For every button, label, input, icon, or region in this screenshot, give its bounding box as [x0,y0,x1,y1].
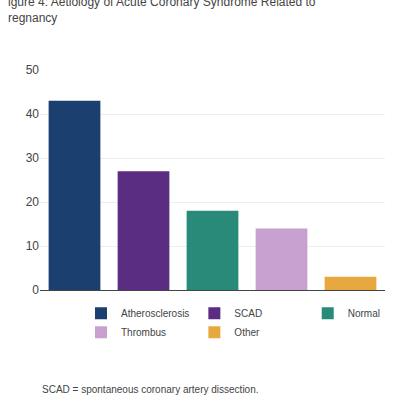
svg-text:SCAD = spontaneous coronary ar: SCAD = spontaneous coronary artery disse… [42,384,259,395]
svg-text:0: 0 [32,283,39,297]
svg-text:50: 50 [26,63,40,77]
svg-text:Thrombus: Thrombus [121,327,166,338]
svg-text:Atherosclerosis: Atherosclerosis [121,308,189,319]
svg-text:Other: Other [234,327,260,338]
svg-text:40: 40 [26,107,40,121]
svg-text:30: 30 [26,151,40,165]
svg-text:SCAD: SCAD [234,308,262,319]
svg-text:Normal: Normal [348,308,380,319]
svg-text:igure 4: Aetiology of Acute Co: igure 4: Aetiology of Acute Coronary Syn… [8,0,316,25]
svg-text:20: 20 [26,195,40,209]
svg-text:10: 10 [26,239,40,253]
